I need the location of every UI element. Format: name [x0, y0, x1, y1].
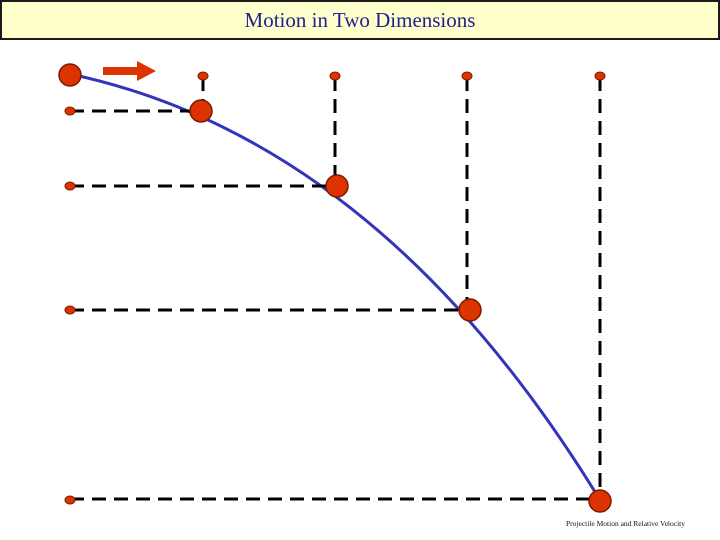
y-projection-marker-4	[64, 495, 76, 505]
projectile-ball-1	[189, 99, 213, 123]
projectile-ball-3	[458, 298, 482, 322]
x-projection-marker-4	[594, 71, 606, 81]
y-projection-marker-1	[64, 106, 76, 116]
y-projection-marker-3	[64, 305, 76, 315]
trajectory-curve	[69, 72, 602, 501]
projectile-ball-2	[325, 174, 349, 198]
arrow-right-icon	[103, 61, 156, 81]
x-projection-marker-1	[197, 71, 209, 81]
slide-footer: Projectile Motion and Relative Velocity	[566, 519, 686, 528]
y-projection-marker-2	[64, 181, 76, 191]
page-title: Motion in Two Dimensions	[244, 7, 476, 32]
title-bar: Motion in Two Dimensions	[0, 0, 720, 40]
projectile-ball-0	[58, 63, 82, 87]
projectile-ball-4	[588, 489, 612, 513]
x-projection-marker-3	[461, 71, 473, 81]
x-projection-marker-2	[329, 71, 341, 81]
